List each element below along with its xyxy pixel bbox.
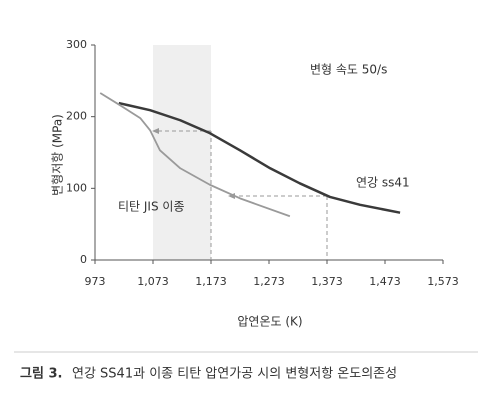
x-tick-label: 1,273 bbox=[253, 275, 285, 288]
x-tick-label: 1,573 bbox=[427, 275, 459, 288]
caption-text: 연강 SS41과 이종 티탄 압연가공 시의 변형저항 온도의존성 bbox=[72, 367, 397, 382]
y-tick-label: 200 bbox=[66, 110, 87, 123]
guide-line bbox=[232, 195, 328, 260]
x-tick-label: 1,473 bbox=[369, 275, 401, 288]
y-axis-title: 변형저항 (MPa) bbox=[51, 114, 65, 196]
series-label: 연강 ss41 bbox=[356, 176, 410, 190]
caption-label: 그림 3. bbox=[20, 367, 62, 382]
x-tick-label: 1,073 bbox=[137, 275, 169, 288]
x-tick-label: 1,373 bbox=[311, 275, 343, 288]
annotation: 변형 속도 50/s bbox=[310, 63, 387, 77]
x-axis-title: 압연온도 (K) bbox=[237, 315, 302, 329]
y-tick-label: 300 bbox=[66, 38, 87, 51]
series-line bbox=[118, 101, 401, 214]
y-tick-label: 0 bbox=[80, 253, 87, 266]
x-tick-label: 973 bbox=[85, 275, 106, 288]
x-tick-label: 1,173 bbox=[195, 275, 227, 288]
y-tick-label: 100 bbox=[66, 181, 87, 194]
series-label: 티탄 JIS 이종 bbox=[118, 200, 185, 214]
series-line bbox=[99, 92, 291, 218]
